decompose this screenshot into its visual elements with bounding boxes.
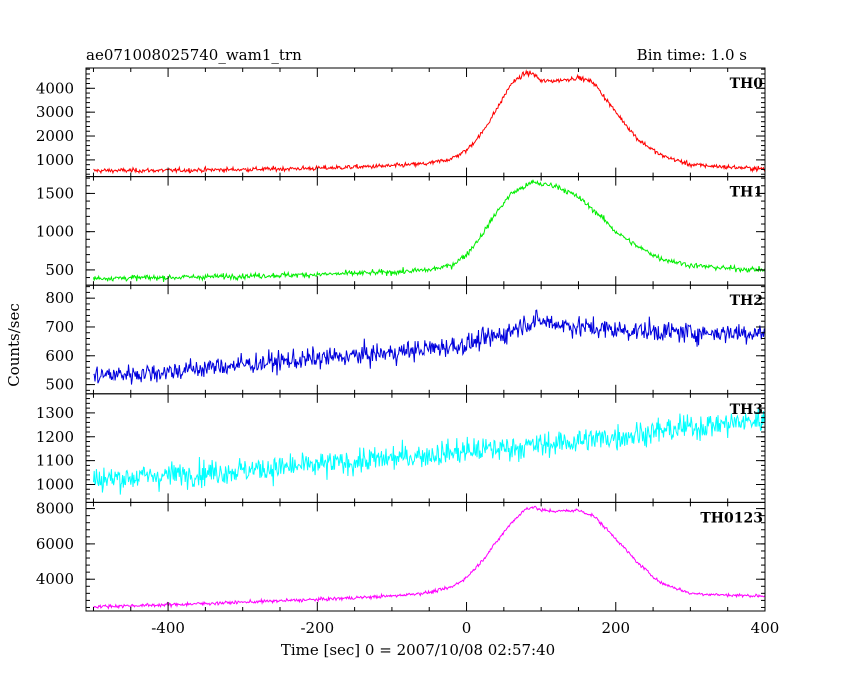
- y-tick-label: 4000: [36, 79, 74, 97]
- panel-frame: [85, 501, 766, 612]
- y-tick-label: 600: [45, 347, 74, 365]
- y-tick-label: 4000: [36, 570, 74, 588]
- y-tick-label: 1200: [36, 428, 74, 446]
- y-tick-label: 700: [45, 318, 74, 336]
- x-tick-label: 400: [751, 619, 780, 637]
- series-line-th0123: [93, 505, 766, 610]
- panel-th0123: 4000 6000 8000 TH0123: [36, 500, 766, 612]
- x-tick-label: 200: [601, 619, 630, 637]
- series-line-th0: [93, 69, 766, 175]
- y-tick-label: 500: [45, 376, 74, 394]
- panel-th3: 1000 1100 1200 1300 TH3: [36, 393, 766, 503]
- y-tick-label: 1000: [36, 475, 74, 493]
- y-tick-label: 8000: [36, 500, 74, 518]
- x-tick-label: -200: [300, 619, 334, 637]
- panel-th0: 1000 2000 3000 4000 TH0: [36, 67, 766, 178]
- panel-label-th3: TH3: [730, 402, 763, 418]
- series-line-th1: [93, 179, 766, 282]
- series-line-th2: [93, 309, 766, 385]
- y-tick-label: 800: [45, 289, 74, 307]
- panel-label-th2: TH2: [730, 293, 763, 309]
- y-tick-label: 1000: [36, 151, 74, 169]
- series-line-th3: [93, 408, 766, 495]
- y-tick-label: 3000: [36, 103, 74, 121]
- panel-frame: [85, 67, 766, 178]
- y-axis-label: Counts/sec: [5, 303, 23, 387]
- y-tick-label: 1300: [36, 404, 74, 422]
- chart-title: ae071008025740_wam1_trn: [86, 46, 302, 64]
- panel-frame: [85, 176, 766, 286]
- y-tick-label: 1100: [36, 452, 74, 470]
- x-axis: -400 -200 0 200 400: [151, 619, 779, 637]
- y-tick-label: 1000: [36, 223, 74, 241]
- x-axis-label: Time [sec] 0 = 2007/10/08 02:57:40: [281, 641, 555, 659]
- y-tick-label: 2000: [36, 127, 74, 145]
- panels-group: 1000 2000 3000 4000 TH0 500 1000 1500 TH1 500 600 7…: [36, 67, 766, 612]
- panel-label-th1: TH1: [730, 185, 763, 201]
- y-tick-label: 6000: [36, 535, 74, 553]
- panel-th1: 500 1000 1500 TH1: [36, 176, 766, 286]
- x-tick-label: -400: [151, 619, 185, 637]
- x-tick-label: 0: [462, 619, 472, 637]
- bin-time-label: Bin time: 1.0 s: [637, 46, 747, 64]
- y-tick-label: 500: [45, 261, 74, 279]
- y-tick-label: 1500: [36, 184, 74, 202]
- panel-th2: 500 600 700 800 TH2: [45, 284, 766, 395]
- panel-label-th0123: TH0123: [700, 510, 763, 526]
- panel-label-th0: TH0: [730, 76, 764, 92]
